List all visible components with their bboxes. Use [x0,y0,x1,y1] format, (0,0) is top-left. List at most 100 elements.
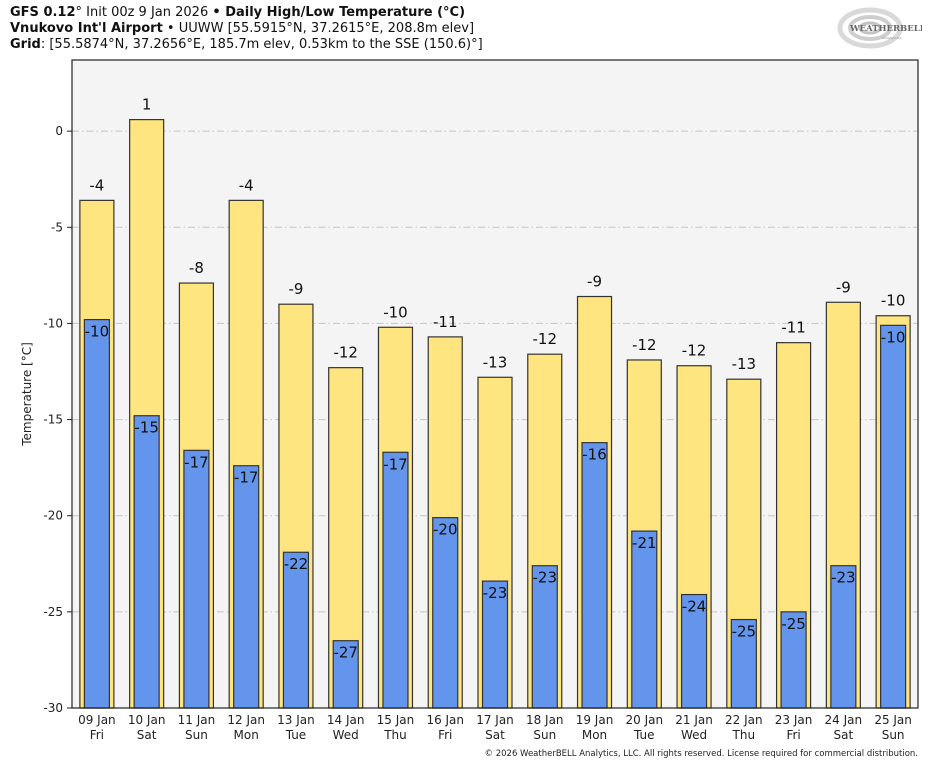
y-tick-label: -30 [43,701,63,715]
x-tick-label-date: 18 Jan [526,713,564,727]
low-bar [730,618,757,709]
x-tick-label-day: Sat [137,728,157,742]
low-value-label: -23 [831,569,856,587]
chart-header-line-2: Vnukovo Int'l Airport • UUWW [55.5915°N,… [10,21,474,37]
bullet-separator: • [212,5,221,20]
copyright-footer: © 2026 WeatherBELL Analytics, LLC. All r… [484,749,918,759]
low-value-label: -22 [284,555,309,573]
plot-frame [71,59,919,709]
low-value-label: -17 [234,469,259,487]
x-tick-label-date: 23 Jan [775,713,813,727]
x-tick-label-day: Fri [90,728,104,742]
y-tick-label: -15 [43,413,63,427]
degree-symbol: ° [75,5,83,20]
x-tick-label-day: Sun [533,728,556,742]
x-tick-label-date: 22 Jan [725,713,763,727]
low-value-label: -23 [533,569,558,587]
high-value-label: -12 [632,336,657,354]
low-value-label: -16 [582,446,607,464]
low-bar [332,640,359,709]
y-tick-label: 0 [55,124,63,138]
x-tick-label-day: Mon [234,728,259,742]
y-axis-label: Temperature [°C] [20,342,34,447]
init-time: Init 00z 9 Jan 2026 [82,5,213,20]
bars [79,119,911,709]
y-tick-label: -5 [51,220,63,234]
high-value-label: -13 [732,355,757,373]
x-tick-label-date: 11 Jan [178,713,216,727]
low-bar [680,593,708,709]
low-value-label: -10 [85,323,110,341]
product-title: Daily High/Low Temperature (°C) [220,5,466,20]
chart-header-line-1: GFS 0.12° Init 00z 9 Jan 2026 • Daily Hi… [10,5,465,21]
x-tick-label-date: 14 Jan [327,713,365,727]
x-tick-label-date: 15 Jan [377,713,415,727]
low-value-label: -21 [632,534,657,552]
model-name: GFS 0.12 [10,5,76,20]
x-tick-label-day: Fri [438,728,452,742]
low-value-label: -25 [781,615,806,633]
high-value-label: -8 [189,259,204,277]
x-tick-label-day: Fri [786,728,800,742]
y-tick-label: -20 [43,509,63,523]
x-tick-label-date: 09 Jan [78,713,116,727]
low-bar [880,324,907,709]
x-tick-label-date: 13 Jan [277,713,315,727]
y-tick-label: -10 [43,316,63,330]
grid-label: Grid [10,37,41,52]
low-bar [233,465,260,709]
high-value-label: -4 [89,176,104,194]
x-tick-label-date: 16 Jan [426,713,464,727]
low-bar [83,318,110,709]
x-tick-label-day: Tue [633,728,655,742]
high-value-label: -9 [587,273,602,291]
x-tick-label-day: Sun [185,728,208,742]
x-tick-label-date: 19 Jan [576,713,614,727]
x-tick-label-date: 17 Jan [476,713,514,727]
logo-subtext: Analytics LLC [882,36,902,40]
low-bar [183,449,210,709]
low-value-label: -25 [732,623,757,641]
high-value-label: -10 [383,303,408,321]
x-tick-label-day: Wed [681,728,707,742]
data-labels: -4 -10 1 -15 -8 -17 -4 -17 -9 -22 -12 -27 -10 -17 -11 -… [85,96,906,662]
x-tick-label-day: Sat [834,728,854,742]
low-bar [133,415,160,709]
x-tick-label-date: 12 Jan [227,713,265,727]
low-value-label: -20 [433,521,458,539]
high-value-label: -12 [533,330,558,348]
low-value-label: -24 [682,598,707,616]
low-bar [631,530,658,709]
y-tick-label: -25 [43,605,63,619]
high-value-label: -11 [433,313,458,331]
x-tick-label-day: Thu [732,728,756,742]
low-value-label: -17 [184,453,209,471]
bullet-separator: • [162,21,179,36]
high-value-label: -11 [781,319,806,337]
high-value-label: -4 [239,176,254,194]
swirl-logo-icon [837,7,903,49]
low-bar [581,442,608,709]
low-bar [531,565,558,709]
high-value-label: -13 [483,353,508,371]
x-tick-label-date: 21 Jan [675,713,713,727]
high-value-label: -10 [881,292,906,310]
high-value-label: -12 [682,342,707,360]
low-value-label: -15 [134,419,159,437]
logo-text: WEATHERBELL [849,24,922,34]
weatherbell-logo: WEATHERBELL Analytics LLC [837,7,922,49]
x-tick-label-day: Wed [333,728,359,742]
x-tick-label-date: 20 Jan [625,713,663,727]
low-value-label: -27 [333,644,358,662]
low-bar [382,451,409,709]
x-tick-label-day: Thu [383,728,407,742]
x-tick-label-day: Mon [582,728,607,742]
low-bar [780,611,807,709]
low-bar [432,517,459,709]
x-tick-label-day: Tue [285,728,307,742]
x-tick-label-day: Sat [485,728,505,742]
x-tick-label-date: 10 Jan [128,713,166,727]
station-name: Vnukovo Int'l Airport [10,21,163,36]
chart-header-line-3: Grid: [55.5874°N, 37.2656°E, 185.7m elev… [10,37,483,53]
